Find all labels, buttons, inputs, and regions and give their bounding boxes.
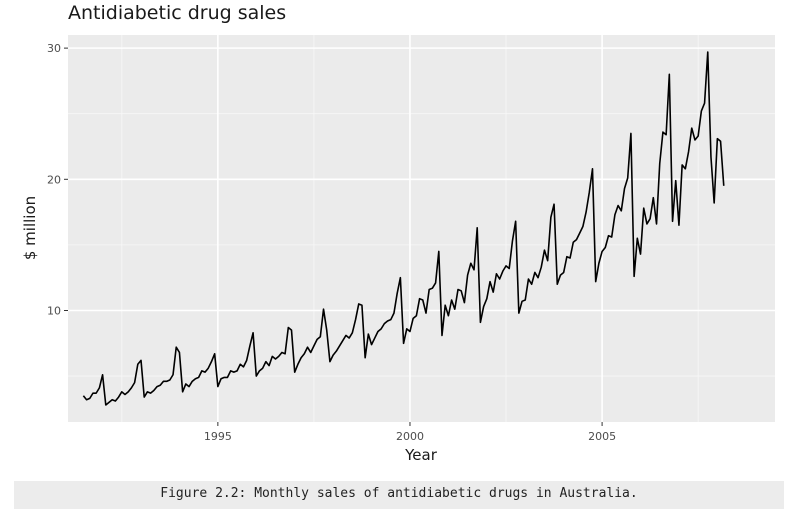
y-axis-label: $ million <box>21 196 39 260</box>
figure-caption: Figure 2.2: Monthly sales of antidiabeti… <box>160 486 638 501</box>
plot-panel <box>68 35 775 422</box>
minor-gridlines <box>68 35 775 422</box>
y-tick-label: 30 <box>47 42 61 55</box>
x-tick-label: 1995 <box>204 430 232 443</box>
x-axis: 1995 2000 2005 <box>204 422 616 443</box>
series-line <box>82 51 725 406</box>
x-tick-label: 2000 <box>396 430 424 443</box>
y-tick-label: 20 <box>47 173 61 186</box>
x-axis-label: Year <box>404 446 438 464</box>
y-axis: 10 20 30 <box>47 42 68 317</box>
y-tick-label: 10 <box>47 304 61 317</box>
major-gridlines <box>68 35 775 422</box>
x-tick-label: 2005 <box>588 430 616 443</box>
caption-bar: Figure 2.2: Monthly sales of antidiabeti… <box>14 481 784 509</box>
chart-title: Antidiabetic drug sales <box>68 2 287 24</box>
line-chart: 1995 2000 2005 10 20 30 Year $ million <box>21 35 775 464</box>
